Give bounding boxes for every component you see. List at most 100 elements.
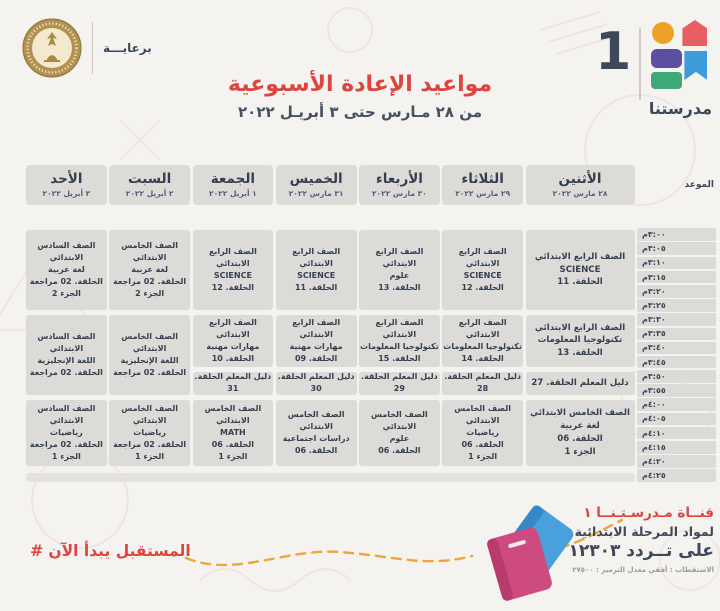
schedule-cell: الصف الرابع الابتدائي مهارات مهنية الحلقة.…: [275, 314, 357, 367]
time-slot-label: ٣:٤٠م: [642, 343, 666, 353]
hash-icon: #: [30, 541, 44, 560]
empty-schedule-band: [26, 473, 635, 482]
schedule-cell: الصف الخامس الابتدائي اللغة الإنجليزية الح…: [109, 314, 190, 396]
schedule-cell: الصف السادس الابتدائي اللغة الإنجليزية الح…: [26, 314, 107, 396]
schedule-cell-line: الحلقة. 12: [211, 282, 255, 292]
schedule-cell: دليل المعلم الحلقة. 31: [192, 371, 274, 396]
schedule-cell: الصف الرابع الابتدائي SCIENCE الحلقة. 12: [192, 229, 274, 311]
schedule-cell-line: رياضيات: [133, 428, 166, 438]
page-title: مواعيد الإعادة الأسبوعية: [227, 72, 493, 97]
hashtag: # المستقبل يبدأ الآن: [30, 541, 191, 560]
logo-circle-shape: [652, 22, 675, 44]
schedule-cell-line: الحلقة. 06: [461, 440, 504, 450]
logo-rect-green: [651, 72, 683, 89]
time-slot: ٤:٠٠م: [637, 398, 716, 412]
schedule-cell-line: اللغة الإنجليزية: [37, 356, 96, 366]
schedule-cell-line: تكنولوجيا المعلومات: [443, 341, 522, 351]
time-slot: ٤:٠٥م: [637, 412, 716, 426]
book-pink-icon: [487, 527, 552, 601]
day-date: ٣ أبريل ٢٠٢٢: [42, 188, 91, 198]
time-slot: ٣:٥٠م: [637, 370, 716, 383]
time-slot-label: ٤:٠٠م: [642, 400, 666, 410]
schedule-cell: الصف السادس الابتدائي رياضيات الحلقة. 02 م…: [26, 399, 107, 467]
day-date: ٢٨ مارس ٢٠٢٢: [552, 188, 608, 198]
schedule-cell-line: الصف الرابع الابتدائي: [292, 317, 341, 339]
day-header: الثلاثاء ٢٩ مارس ٢٠٢٢: [442, 165, 523, 205]
day-name: الثلاثاء: [461, 171, 504, 188]
time-slot-label: ٤:١٥م: [642, 442, 666, 452]
schedule-cell-line: تكنولوجيا المعلومات: [537, 335, 623, 346]
schedule-cell-line: الحلقة. 13: [378, 282, 421, 292]
schedule-grid: الموعد الأثنين ٢٨ مارس ٢٠٢٢ الثلاثاء ٢٩ مارس…: [26, 165, 716, 482]
time-slot: ٣:٠٠م: [637, 228, 716, 241]
day-header: السبت ٢ أبريل ٢٠٢٢: [109, 165, 190, 205]
schedule-cell-line: الحلقة. 09: [294, 353, 338, 363]
schedule-cell: دليل المعلم الحلقة. 27: [525, 371, 635, 396]
time-slot: ٣:٥٥م: [637, 384, 716, 397]
logo-bookmark-shape: [684, 51, 708, 80]
time-slot-label: ٣:٥٥م: [642, 386, 666, 396]
schedule-cell: الصف الخامس الابتدائي لغة عربية الحلقة. 02…: [109, 229, 190, 311]
schedule-cell-line: الحلقة. 02 مراجعة: [29, 440, 103, 450]
day-name: الخميس: [289, 171, 343, 188]
time-slot-label: ٣:٠٥م: [642, 244, 666, 254]
day-date: ٣٠ مارس ٢٠٢٢: [371, 188, 427, 198]
ministry-logo: [22, 18, 82, 78]
time-slot-label: ٣:١٥م: [642, 272, 666, 282]
schedule-cell: الصف الخامس الابتدائي رياضيات الحلقة. 06 ال…: [442, 399, 523, 467]
schedule-cell-line: الحلقة. 02 مراجعة: [29, 276, 103, 286]
day-date: ٢ أبريل ٢٠٢٢: [125, 188, 174, 198]
time-column-header: الموعد: [684, 180, 715, 190]
logo-house-shape: [682, 20, 708, 46]
day-date: ٣١ مارس ٢٠٢٢: [288, 188, 344, 198]
time-slot-label: ٣:٢٥م: [642, 300, 666, 310]
time-slot: ٣:٣٠م: [637, 313, 716, 326]
schedule-cell-line: SCIENCE: [463, 270, 502, 280]
schedule-cell-line: الحلقة. 02 مراجعة: [113, 440, 187, 450]
time-slot-label: ٤:٠٥م: [642, 414, 666, 424]
schedule-cell-line: الحلقة. 02 مراجعة: [29, 368, 103, 378]
schedule-cell-line: الجزء 1: [468, 452, 498, 462]
time-slot-label: ٤:٢٠م: [642, 456, 666, 466]
hashtag-phrase: المستقبل يبدأ الآن: [48, 541, 191, 560]
schedule-cell-line: الصف السادس الابتدائي: [37, 332, 96, 354]
schedule-cell-line: دليل المعلم الحلقة. 30: [277, 372, 355, 394]
schedule-cell-line: لغة عربية: [48, 264, 85, 274]
dashed-string: [184, 550, 474, 567]
schedule-cell-line: الصف الخامس الابتدائي: [121, 332, 178, 354]
time-slot-label: ٣:٣٠م: [642, 315, 666, 325]
schedule-cell-line: الجزء 2: [51, 288, 81, 298]
time-slot: ٣:٠٥م: [637, 242, 716, 255]
schedule-cell: دليل المعلم الحلقة. 30: [275, 371, 357, 396]
schedule-cell-line: لغة عربية: [560, 421, 600, 432]
schedule-cell: الصف الخامس الابتدائي دراسات اجتماعية الحل…: [275, 399, 357, 467]
day-header: الأربعاء ٣٠ مارس ٢٠٢٢: [359, 165, 440, 205]
time-slot-label: ٣:٤٥م: [642, 357, 666, 367]
schedule-cell-line: علوم: [389, 270, 410, 280]
time-slot: ٤:١٠م: [637, 426, 716, 440]
day-header: الجمعة ١ أبريل ٢٠٢٢: [192, 165, 274, 205]
channel-stage-line: لمواد المرحلة الابتدائية: [574, 523, 714, 539]
time-slot-label: ٤:١٠م: [642, 428, 666, 438]
schedule-cell-line: الحلقة. 06: [211, 440, 255, 450]
time-slot: ٣:٣٥م: [637, 327, 716, 341]
schedule-cell-line: الصف الرابع الابتدائي: [292, 246, 341, 268]
schedule-cell: الصف الرابع الابتدائي SCIENCE الحلقة. 11: [275, 229, 357, 311]
day-date: ١ أبريل ٢٠٢٢: [209, 188, 257, 198]
schedule-cell-line: دليل المعلم الحلقة. 27: [531, 378, 629, 388]
time-slot: ٤:١٥م: [637, 441, 716, 454]
schedule-cell-line: الجزء 1: [135, 452, 165, 462]
time-slot: ٣:٤٠م: [637, 341, 716, 355]
time-slot: ٣:١٥م: [637, 270, 716, 284]
time-slot-label: ٣:١٠م: [642, 258, 666, 268]
schedule-cell-line: لغة عربية: [131, 264, 168, 274]
schedule-cell-line: تكنولوجيا المعلومات: [360, 341, 439, 351]
schedule-cell-line: الحلقة. 13: [557, 348, 603, 359]
logo-rect-purple: [651, 49, 683, 68]
schedule-cell: دليل المعلم الحلقة. 28: [442, 371, 523, 396]
schedule-cell-line: الصف الرابع الابتدائي: [458, 246, 507, 268]
schedule-cell-line: الحلقة. 10: [211, 353, 255, 363]
schedule-cell-line: الصف الخامس الابتدائي: [530, 408, 630, 419]
schedule-cell-line: الصف الخامس الابتدائي: [371, 410, 428, 432]
